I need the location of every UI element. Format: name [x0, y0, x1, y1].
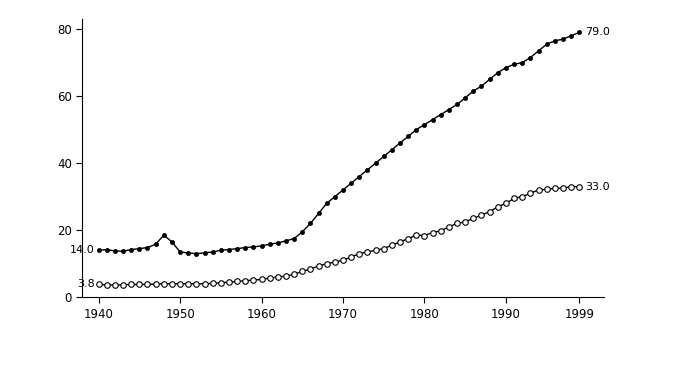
Text: 14.0: 14.0	[70, 245, 95, 255]
Text: 79.0: 79.0	[584, 27, 610, 37]
Text: 33.0: 33.0	[584, 182, 609, 192]
Text: 3.8: 3.8	[77, 279, 95, 290]
